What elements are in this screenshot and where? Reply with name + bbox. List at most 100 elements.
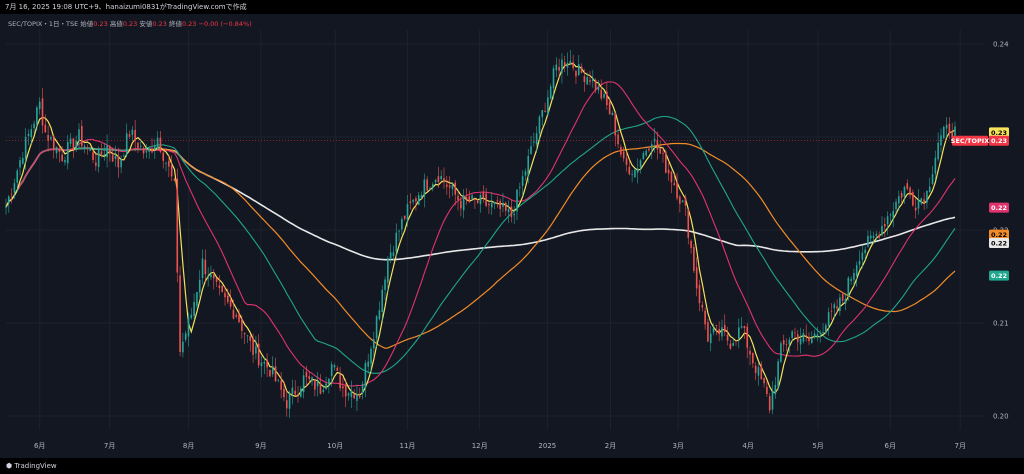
- candle-body: [446, 184, 448, 187]
- candle-body: [583, 75, 586, 82]
- candle-body: [106, 145, 108, 158]
- candle-body: [285, 400, 288, 409]
- candle-body: [19, 160, 21, 168]
- price-label-text: 0.23: [991, 129, 1007, 137]
- candle-body: [316, 381, 319, 387]
- price-chart[interactable]: 0.24 0.23 0.22 0.21 0.20 6月 7月 8月 9月 10月 11月 12月 20…: [0, 0, 1024, 458]
- candle-body: [212, 274, 215, 279]
- candle-body: [499, 200, 501, 210]
- candle-body: [923, 199, 925, 204]
- candle-body: [819, 336, 822, 337]
- candle-body: [833, 304, 836, 309]
- candle-body: [659, 148, 661, 154]
- candle-body: [549, 86, 552, 99]
- candle-body: [679, 196, 681, 204]
- candle-body: [246, 335, 249, 337]
- candle-body: [577, 64, 580, 75]
- candle-body: [580, 66, 583, 73]
- candle-body: [799, 338, 802, 345]
- candle-body: [165, 162, 167, 164]
- candle-body: [611, 112, 614, 116]
- candle-body: [782, 340, 785, 345]
- candle-body: [502, 203, 504, 207]
- candle-body: [527, 156, 530, 175]
- candle-body: [749, 350, 751, 355]
- candle-body: [729, 343, 732, 349]
- candle-body: [72, 138, 75, 150]
- candle-body: [490, 202, 493, 208]
- candle-body: [474, 198, 476, 200]
- candle-body: [794, 332, 796, 334]
- time-tick-label: 7月: [954, 442, 965, 450]
- candle-body: [123, 155, 125, 157]
- candle-body: [653, 138, 656, 142]
- price-label-box: [989, 202, 1009, 213]
- candle-body: [27, 133, 30, 136]
- candle-body: [726, 334, 729, 341]
- candle-body: [656, 139, 659, 150]
- candle-body: [768, 396, 771, 411]
- candle-body: [148, 148, 150, 152]
- candle-body: [861, 252, 864, 260]
- candle-body: [437, 176, 440, 183]
- candle-body: [381, 289, 384, 313]
- time-tick-label: 5月: [812, 442, 823, 450]
- candle-body: [471, 195, 473, 199]
- candle-body: [431, 184, 434, 188]
- candle-body: [30, 129, 33, 138]
- candle-body: [204, 259, 207, 275]
- candle-body: [648, 148, 650, 151]
- candle-body: [111, 155, 114, 162]
- time-tick-label: 3月: [672, 442, 683, 450]
- candle-body: [364, 363, 367, 388]
- candle-body: [504, 202, 507, 211]
- candle-body: [333, 365, 336, 368]
- candle-body: [667, 169, 670, 174]
- candle-body: [344, 385, 347, 397]
- candle-body: [83, 146, 86, 150]
- time-tick-label: 8月: [183, 442, 194, 450]
- candle-body: [36, 107, 38, 125]
- candle-body: [97, 148, 100, 168]
- candle-body: [847, 277, 850, 297]
- time-tick-label: 12月: [472, 442, 488, 450]
- candle-body: [872, 235, 875, 238]
- candle-body: [830, 310, 833, 312]
- candle-body: [808, 336, 810, 342]
- candle-body: [945, 124, 948, 129]
- candle-body: [920, 198, 923, 204]
- candle-body: [805, 335, 807, 337]
- candle-body: [154, 146, 156, 150]
- candle-body: [693, 246, 695, 271]
- candle-body: [740, 326, 743, 328]
- candle-body: [645, 150, 647, 156]
- candle-body: [777, 361, 779, 387]
- candle-body: [454, 182, 457, 195]
- candle-body: [271, 366, 274, 375]
- price-label-text: 0.23: [991, 137, 1007, 145]
- time-tick-label: 2月: [605, 442, 616, 450]
- candle-body: [61, 154, 63, 162]
- symbol-line: SEC/TOPIX・1日・TSE: [8, 20, 79, 28]
- low-label: 安値: [139, 20, 153, 28]
- candle-body: [903, 186, 906, 197]
- price-label-box: [989, 135, 1009, 146]
- candle-body: [460, 200, 462, 209]
- candle-body: [895, 201, 897, 210]
- candle-body: [305, 371, 308, 378]
- candle-body: [628, 166, 631, 175]
- candle-body: [193, 301, 195, 317]
- candle-body: [844, 298, 847, 304]
- candle-body: [746, 326, 749, 348]
- close-label: 終値: [168, 20, 182, 28]
- candle-body: [263, 361, 266, 364]
- candle-body: [917, 199, 920, 209]
- candle-body: [283, 388, 285, 398]
- candle-body: [886, 216, 889, 225]
- candle-body: [488, 203, 490, 206]
- snapshot-caption: 7月 16, 2025 19:08 UTC+9、hanaizumi0831がTr…: [0, 0, 1024, 14]
- candle-body: [594, 79, 597, 91]
- candle-body: [676, 182, 678, 199]
- candle-body: [339, 374, 341, 389]
- candle-body: [760, 364, 763, 380]
